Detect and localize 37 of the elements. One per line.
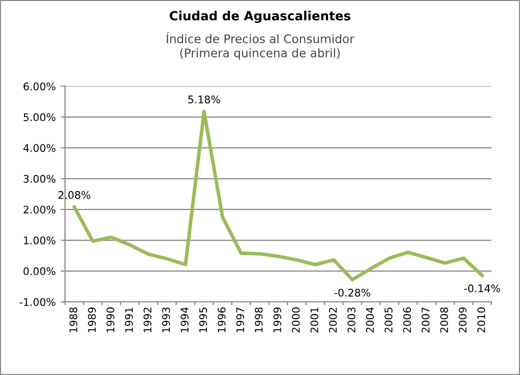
x-tick-label: 1989 (88, 307, 96, 332)
chart-subtitle: Índice de Precios al Consumidor (Primera quincena de abril) (166, 32, 354, 60)
x-tick-label: 1994 (180, 307, 189, 332)
y-tick-label: 0.00% (24, 267, 56, 276)
y-tick-label: -1.00% (20, 298, 56, 306)
y-tick-label: 2.00% (24, 206, 56, 214)
x-tick-label: 2002 (328, 308, 337, 332)
x-tick-label: 2000 (292, 307, 300, 332)
x-tick-label: 1993 (162, 308, 170, 332)
x-tick-label: 2008 (440, 307, 448, 332)
x-tick-label: 2009 (458, 307, 467, 332)
y-tick-label: 1.00% (24, 236, 56, 244)
annotation: 5.18% (188, 96, 220, 104)
x-tick-label: 1996 (218, 307, 226, 332)
y-tick-label: 5.00% (24, 113, 56, 122)
x-tick-label: 1997 (236, 308, 244, 332)
x-tick-label: 1990 (106, 307, 114, 332)
chart-title: Ciudad de Aguascalientes (170, 10, 350, 23)
x-tick-label: 2001 (310, 308, 318, 332)
x-tick-label: 2004 (366, 307, 374, 332)
x-tick-label: 1991 (125, 308, 133, 332)
x-tick-label: 2010 (477, 307, 486, 332)
y-tick-label: 6.00% (24, 82, 56, 90)
annotation: -0.14% (464, 284, 500, 292)
x-tick-label: 2007 (422, 308, 430, 332)
x-tick-label: 1999 (273, 307, 282, 332)
y-tick-label: 4.00% (23, 144, 56, 152)
annotation: 2.08% (58, 191, 90, 199)
x-tick-label: 1988 (69, 307, 78, 332)
x-tick-label: 1992 (144, 308, 152, 332)
x-tick-label: 2003 (348, 308, 356, 332)
annotation: -0.28% (334, 288, 370, 297)
x-tick-label: 2006 (403, 307, 411, 332)
x-tick-label: 1998 (254, 307, 263, 332)
x-tick-label: 1995 (199, 308, 208, 332)
x-tick-label: 2005 (384, 308, 392, 332)
y-tick-label: 3.00% (24, 174, 56, 183)
